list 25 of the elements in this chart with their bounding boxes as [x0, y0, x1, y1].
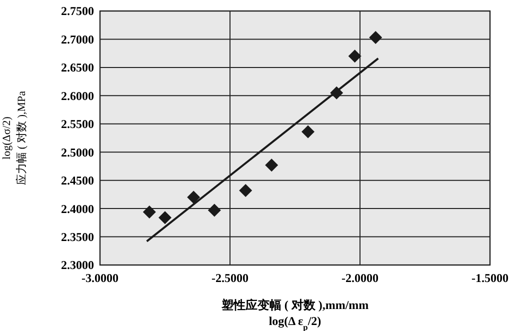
point	[369, 31, 382, 44]
point	[265, 158, 278, 172]
y-tick-label: 2.5500	[61, 117, 94, 132]
point	[187, 190, 200, 204]
y-axis-title: log(Δσ/2) 应力幅 ( 对数 ),MPa	[1, 90, 28, 186]
y-tick-label: 2.3500	[61, 230, 94, 244]
y-tick-label: 2.6500	[61, 60, 94, 75]
point	[302, 125, 314, 138]
point	[142, 205, 156, 218]
y-tick-label: 2.6000	[61, 88, 94, 103]
x-tick-label: -3.0000	[82, 271, 118, 285]
y-tick-label: 2.7000	[61, 32, 94, 46]
y-tick-label: 2.3000	[61, 258, 94, 272]
point	[348, 50, 362, 63]
y-tick-label: 2.4000	[61, 202, 94, 216]
y-tick-label: 2.5000	[61, 145, 94, 160]
x-tick-label: -1.5000	[472, 271, 508, 285]
point	[208, 204, 221, 217]
x-tick-label: -2.5000	[212, 271, 248, 285]
point	[158, 211, 172, 224]
x-axis-title: 塑性应变幅 ( 对数 ),mm/mm log(Δ ε$_{p}$/2)	[220, 298, 369, 331]
y-tick-label: 2.4500	[61, 174, 94, 188]
y-tick-label: 2.7500	[61, 4, 94, 18]
point	[239, 184, 252, 197]
x-tick-label: -2.0000	[342, 271, 378, 285]
